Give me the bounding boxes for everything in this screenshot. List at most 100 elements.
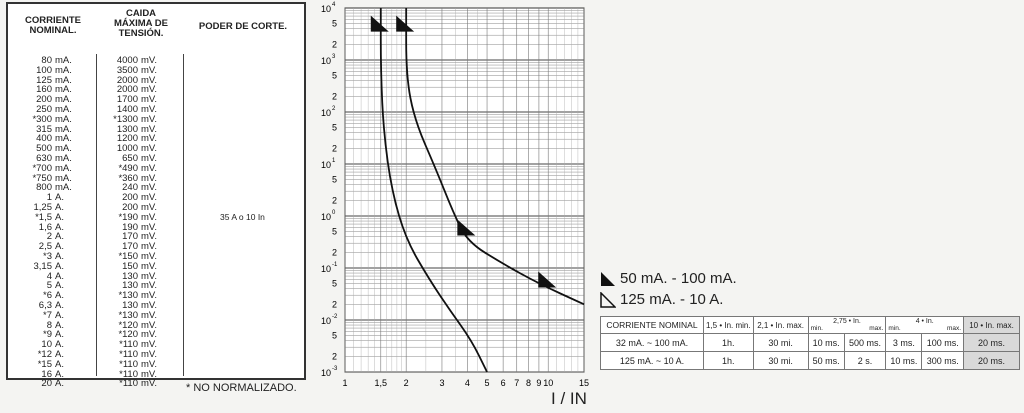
response-cell: 1h. [703,333,754,352]
y-tick-exponent: -3 [332,366,338,372]
unit-cell: mV. [141,231,158,243]
unit-cell: mA. [55,123,72,135]
unit-cell: A. [55,299,64,311]
series-line-0 [379,8,488,373]
unit-cell: mV. [141,378,158,390]
unit-cell: mV. [141,201,158,213]
unit-cell: A. [55,329,64,341]
table-row: *120 mV. [100,330,180,340]
x-tick-label: 1,5 [375,378,388,388]
response-cell: 300 ms. [921,351,965,370]
header-cell-c5: 10 • In. max. [963,316,1020,334]
table-row: 160 mA. [12,85,92,95]
value-cell: *300 [32,113,52,125]
unit-cell: A. [55,309,64,321]
value-cell: 20 [41,378,52,390]
value-cell: *120 [118,319,138,331]
header-cell-c4: 4 • In. min. max. [885,316,965,334]
y-tick-label: 2 [332,247,337,257]
unit-cell: mV. [141,182,158,194]
value-cell: *1,5 [35,211,52,223]
y-tick-label: 10 [321,108,331,118]
value-cell: 2,5 [38,241,52,253]
value-cell: *130 [118,309,138,321]
value-cell: 170 [122,231,138,243]
value-cell: *190 [118,211,138,223]
unit-cell: A. [55,250,64,262]
unit-cell: mA. [55,84,72,96]
curve-marker [396,15,415,32]
unit-cell: mV. [141,74,158,86]
table-row: 150 mV. [100,260,180,272]
unit-cell: mA. [55,172,72,184]
value-cell: 240 [122,182,138,194]
unit-cell: mV. [141,94,158,106]
table-row: 170 mV. [100,242,180,252]
legend-item-outline: 125 mA. - 10 A. [600,291,723,308]
table-row: *110 mV. [100,340,180,350]
y-tick-exponent: 3 [332,54,336,60]
header-c4-title: 4 • In. [915,318,934,325]
response-cell: 50 ms. [807,351,845,370]
value-cell: 315 [36,123,52,135]
unit-cell: mV. [141,250,158,262]
value-cell: 4000 [116,55,138,66]
unit-cell: mA. [55,162,72,174]
value-cell: *3 [43,250,52,262]
table-row: *9 A. [12,330,92,340]
y-tick-label: 2 [332,143,337,153]
unit-cell: A. [55,270,64,282]
header-c4-max: max. [946,325,962,332]
table-row: *110 mV. [100,350,180,360]
value-cell: 170 [122,241,138,253]
value-cell: 150 [122,260,138,272]
y-tick-label: 10 [321,368,331,378]
unit-cell: mA. [55,103,72,115]
y-tick-label: 2 [332,351,337,361]
unit-cell: mV. [141,358,158,370]
value-cell: 1300 [116,123,138,135]
table-row: *700 mA. [12,162,92,174]
unit-cell: mV. [141,241,158,253]
unit-cell: mV. [141,162,158,174]
unit-cell: A. [55,260,64,272]
response-cell: 10 ms. [807,333,845,352]
response-row: 32 mA. ~ 100 mA. 1h. 30 mi. 10 ms. 500 m… [600,333,1020,352]
value-cell: 1000 [116,143,138,155]
y-tick-label: 10 [321,56,331,66]
x-tick-label: 4 [465,378,470,388]
response-cell: 30 mi. [752,333,809,352]
table-row: *490 mV. [100,162,180,174]
unit-cell: mV. [141,143,158,155]
y-tick-label: 5 [332,19,337,29]
value-cell: *1300 [113,113,138,125]
unit-cell: mA. [55,113,72,125]
unit-cell: A. [55,378,64,390]
value-cell: 16 [41,368,52,380]
response-row: 125 mA. ~ 10 A. 1h. 30 mi. 50 ms. 2 s. 1… [600,351,1020,370]
header-c3-max: max. [869,325,884,332]
outline-triangle-icon [600,291,616,308]
unit-cell: mV. [141,103,158,115]
value-cell: *9 [43,329,52,341]
table-row: *1300 mV. [100,113,180,125]
unit-cell: mV. [141,221,158,233]
unit-cell: mA. [55,64,72,76]
value-cell: *750 [32,172,52,184]
legend-item-filled: 50 mA. - 100 mA. [600,270,737,287]
unit-cell: mV. [141,192,158,204]
table-row: 1,25 A. [12,203,92,213]
value-cell: *700 [32,162,52,174]
corriente-column: 80 mA. 100 mA. 125 mA. 160 mA. 200 mA. 250 mA. *300 m… [12,56,92,389]
value-cell: *130 [118,290,138,302]
table-row: *1,5 A. [12,211,92,223]
response-cell: 20 ms. [963,333,1020,352]
value-cell: 250 [36,103,52,115]
y-tick-exponent: 4 [332,2,336,8]
value-cell: 130 [122,280,138,292]
response-cell: 32 mA. ~ 100 mA. [600,333,704,352]
y-tick-label: 2 [332,299,337,309]
table-row: 3500 mV. [100,65,180,76]
value-cell: *150 [118,250,138,262]
unit-cell: mA. [55,74,72,86]
